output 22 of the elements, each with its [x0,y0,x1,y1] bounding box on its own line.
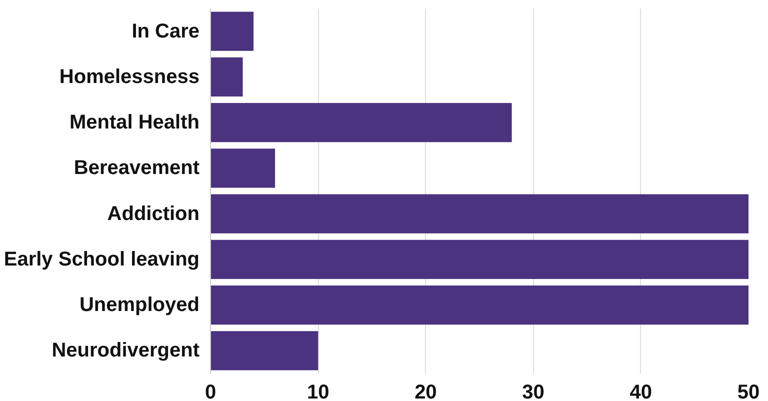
bar [210,285,748,325]
y-tick-label: Bereavement [74,157,200,180]
y-tick-label: Mental Health [69,112,200,134]
y-tick-label: Addiction [107,202,200,225]
y-tick-label: Early School leaving [4,248,200,270]
x-tick-label: 0 [204,382,216,401]
bar [210,57,243,97]
bar [210,240,748,280]
y-tick-label: Neurodivergent [52,340,200,362]
bar [210,331,318,370]
y-tick-label: In Care [132,20,200,42]
bar [210,148,276,188]
bar [210,102,512,142]
x-tick-label: 10 [306,382,330,401]
x-tick-label: 20 [414,382,437,401]
bar [210,194,748,234]
y-tick-label: Unemployed [79,294,200,316]
x-tick-label: 40 [630,382,652,401]
y-tick-label: Homelessness [59,66,200,88]
bar [210,12,254,51]
x-tick-label: 50 [737,382,760,401]
x-tick-label: 30 [522,382,544,401]
